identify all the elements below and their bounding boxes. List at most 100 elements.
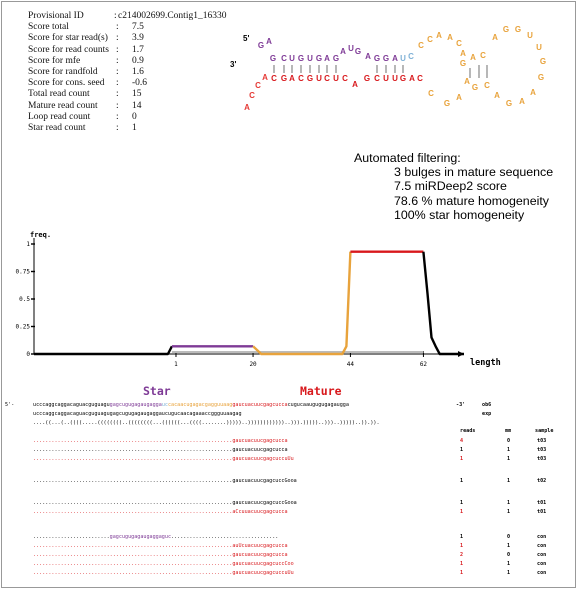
hairpin-loop-base: G — [444, 99, 450, 108]
read-mismatches: 1 — [507, 561, 511, 567]
read-row-part: ........................................… — [33, 509, 233, 515]
read-row-part: ........................................… — [33, 561, 233, 567]
read-count: 1 — [460, 478, 464, 484]
dot-bracket-structure-part: ....((...(..((((.....((((((((..((((((((.… — [33, 420, 380, 426]
precursor-sequence-part: cacaacugagacgagguuaag — [167, 402, 233, 408]
hairpin-mature-base: C — [417, 74, 423, 83]
score-value: 0.9 — [132, 55, 144, 66]
hairpin-star-base: A — [340, 47, 346, 56]
precursor-sequence: ucccaggcaggacaguacguguagugagcugugagaugag… — [33, 402, 349, 409]
hairpin-star-base: G — [316, 54, 322, 63]
hairpin-mature-base: A — [289, 74, 295, 83]
freq-line-flank — [34, 345, 173, 356]
hairpin-star-base: C — [408, 52, 414, 61]
hairpin-loop-base: G — [460, 59, 466, 68]
read-row-part: ........................................… — [33, 478, 233, 484]
read-row-part: ........................................… — [33, 456, 233, 462]
score-colon: : — [116, 33, 119, 44]
read-sample: con — [537, 561, 547, 567]
read-row: ........................................… — [33, 509, 288, 516]
reads-column-header: reads — [460, 428, 476, 434]
hairpin-loop-base: A — [494, 91, 500, 100]
score-colon: : — [116, 22, 119, 33]
score-label: Score for randfold — [28, 66, 98, 77]
hairpin-loop-base: U — [536, 43, 542, 52]
score-label: Mature read count — [28, 100, 98, 111]
score-value: 15 — [132, 89, 142, 100]
hairpin-mature-base: G — [307, 74, 313, 83]
read-row-part: gaucuacuucgagcucca — [232, 552, 288, 558]
hairpin-mature-base: C — [324, 74, 330, 83]
star-label: Star — [143, 384, 171, 398]
precursor-sequence-part: gagcugugagaugagga — [109, 402, 162, 408]
hairpin-loop-base: A — [530, 88, 536, 97]
read-row: ........................................… — [33, 447, 288, 454]
hairpin-star-base: U — [348, 44, 354, 53]
filtering-item: 100% star homogeneity — [394, 207, 525, 222]
score-value: 14 — [132, 100, 142, 111]
hairpin-mature-base: A — [409, 74, 415, 83]
freq-line-loop — [252, 251, 352, 356]
hairpin-loop-base: A — [460, 49, 466, 58]
score-value: 1.7 — [132, 44, 144, 55]
hairpin-loop-base: G — [540, 57, 546, 66]
read-count: 1 — [460, 534, 464, 540]
read-sample: t01 — [537, 509, 547, 515]
filtering-title: Automated filtering: — [354, 151, 461, 165]
hairpin-loop-base: C — [428, 89, 434, 98]
read-mismatches: 1 — [507, 456, 511, 462]
read-row: ........................................… — [33, 456, 294, 463]
hairpin-mature-base: U — [392, 74, 398, 83]
read-row-part: gaucuacuucgagcucca — [232, 438, 288, 444]
read-sample: t03 — [537, 447, 547, 453]
y-axis-label: freq. — [30, 231, 51, 239]
hairpin-star-base: A — [392, 54, 398, 63]
ob-label: ob6 — [482, 402, 492, 408]
hairpin-loop-base: U — [527, 31, 533, 40]
score-label: Score for cons. seed — [28, 78, 105, 89]
freq-line-tail — [422, 251, 464, 356]
read-row-part: aCcuuacuucgagcucca — [232, 509, 288, 515]
read-row-part: ........................................… — [33, 552, 233, 558]
read-row-part: ........................................… — [33, 543, 233, 549]
filtering-item: 3 bulges in mature sequence — [394, 165, 554, 180]
hairpin-star-base: U — [307, 54, 313, 63]
hairpin-mature-base: C — [342, 74, 348, 83]
score-colon: : — [116, 100, 119, 111]
score-colon: : — [116, 111, 119, 122]
read-count: 1 — [460, 570, 464, 576]
hairpin-mature-base: C — [374, 74, 380, 83]
hairpin-mature-base: A — [244, 103, 250, 112]
read-count: 1 — [460, 561, 464, 567]
three-prime-suffix: -3' — [456, 402, 466, 408]
hairpin-mature-base: U — [316, 74, 322, 83]
hairpin-mature-base: G — [400, 74, 406, 83]
score-label: Provisional ID — [28, 11, 84, 21]
read-sample: t03 — [537, 438, 547, 444]
read-count: 4 — [460, 438, 464, 444]
hairpin-loop-base: C — [480, 51, 486, 60]
hairpin-loop-base: G — [538, 73, 544, 82]
exp-label: exp — [482, 411, 492, 417]
hairpin-mature-base: C — [249, 91, 255, 100]
hairpin-loop-base: A — [492, 33, 498, 42]
score-label: Total read count — [28, 89, 90, 100]
hairpin-loop-base: A — [436, 31, 442, 40]
read-row-part: ........................................… — [33, 438, 233, 444]
read-mismatches: 0 — [507, 534, 511, 540]
score-colon: : — [116, 44, 119, 55]
hairpin-mature-base: U — [383, 74, 389, 83]
hairpin-star-base: G — [298, 54, 304, 63]
read-row: ........................................… — [33, 552, 288, 559]
read-mismatches: 0 — [507, 552, 511, 558]
y-tick-label: 0.5 — [19, 296, 30, 303]
score-colon: : — [114, 11, 117, 21]
read-sample: con — [537, 543, 547, 549]
score-value: 7.5 — [132, 22, 144, 33]
y-tick-label: 0 — [26, 351, 30, 358]
read-count: 1 — [460, 509, 464, 515]
read-row-part: gaucuacuucgagcuccuUu — [232, 456, 294, 462]
hairpin-mature-base: A — [262, 73, 268, 82]
